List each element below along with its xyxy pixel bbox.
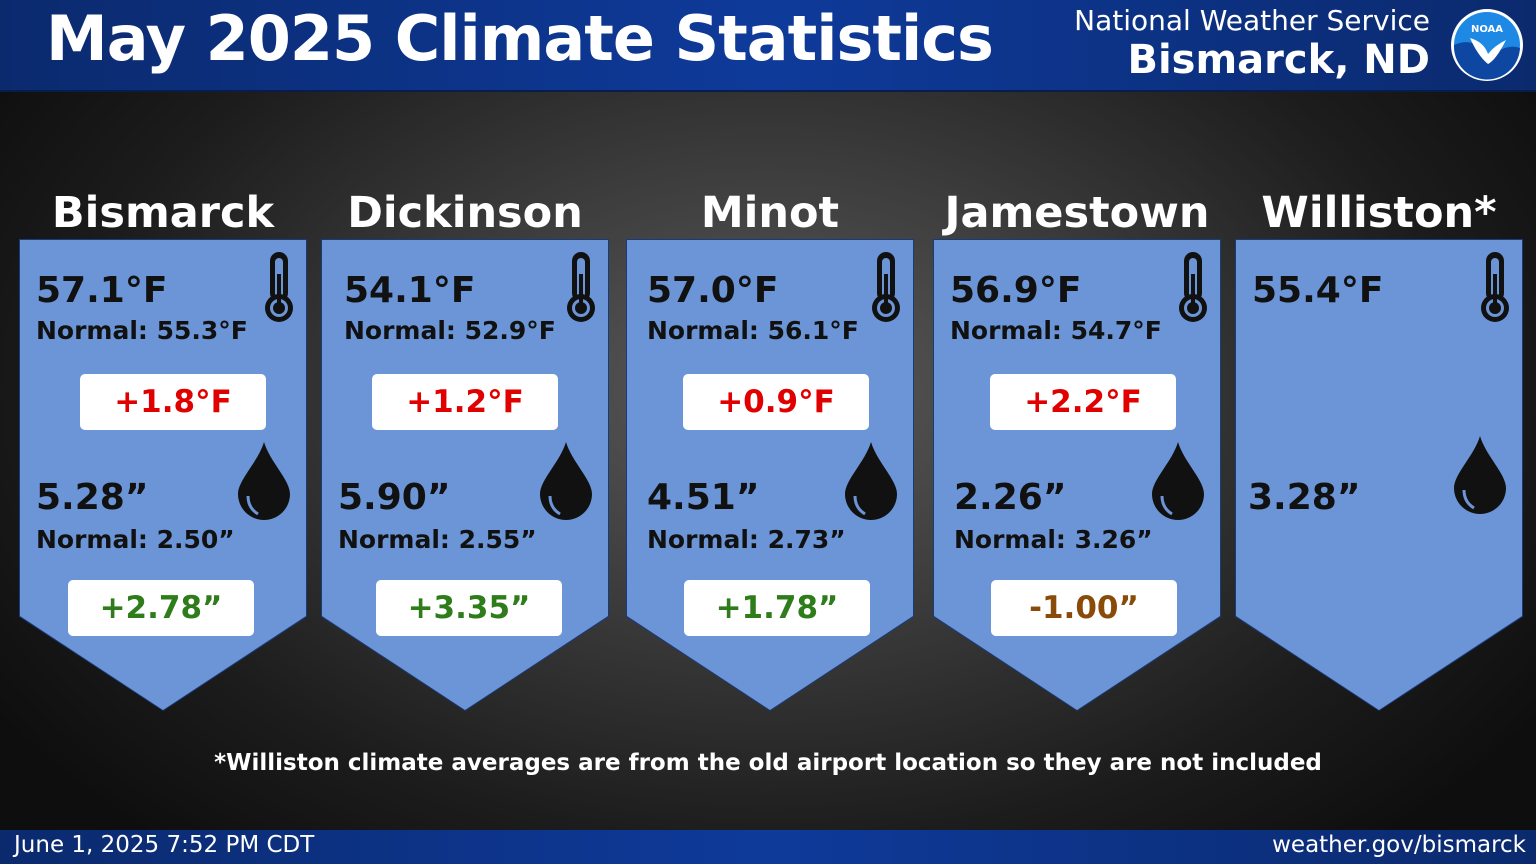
station-panel: 55.4°F 3.28” [1236,240,1522,710]
avg-temp: 54.1°F [344,270,476,311]
precip-normal: Normal: 2.73” [647,525,846,554]
thermometer-icon [567,252,595,322]
total-precip: 5.28” [36,477,149,518]
precip-departure: +3.35” [376,580,562,636]
footnote: *Williston climate averages are from the… [214,750,1322,776]
temp-departure: +2.2°F [990,374,1176,430]
station-bismarck: Bismarck 57.1°F Normal: 55.3°F +1.8°F 5.… [19,188,307,712]
station-panel: 54.1°F Normal: 52.9°F +1.2°F 5.90” Norma… [322,240,608,710]
station-williston: Williston* 55.4°F 3.28” [1235,188,1523,712]
noaa-logo-text: NOAA [1471,24,1503,35]
total-precip: 3.28” [1248,477,1361,518]
precip-normal: Normal: 2.55” [338,525,537,554]
station-panel: 56.9°F Normal: 54.7°F +2.2°F 2.26” Norma… [934,240,1220,710]
temp-normal: Normal: 55.3°F [36,316,248,345]
org-name: National Weather Service [1074,4,1430,37]
water-drop-icon [238,442,290,520]
noaa-logo: NOAA [1451,9,1523,81]
avg-temp: 56.9°F [950,270,1082,311]
station-panel: 57.0°F Normal: 56.1°F +0.9°F 4.51” Norma… [627,240,913,710]
total-precip: 5.90” [338,477,451,518]
city-name: Dickinson [347,188,583,238]
temp-departure: +1.8°F [80,374,266,430]
city-name: Minot [700,188,840,238]
city-name: Williston* [1261,188,1497,238]
header-bar: May 2025 Climate Statistics National Wea… [0,0,1536,92]
station-minot: Minot 57.0°F Normal: 56.1°F +0.9°F 4.51”… [626,188,914,712]
city-name: Jamestown [944,188,1210,238]
office-name: Bismarck, ND [1127,37,1430,83]
avg-temp: 57.0°F [647,270,779,311]
avg-temp: 57.1°F [36,270,168,311]
temp-departure: +0.9°F [683,374,869,430]
water-drop-icon [1454,436,1506,514]
organization: National Weather Service Bismarck, ND [1074,4,1430,82]
footer-bar: June 1, 2025 7:52 PM CDT weather.gov/bis… [0,830,1536,864]
issued-date: June 1, 2025 7:52 PM CDT [14,832,315,858]
station-jamestown: Jamestown 56.9°F Normal: 54.7°F +2.2°F 2… [933,188,1221,712]
temp-normal: Normal: 56.1°F [647,316,859,345]
total-precip: 2.26” [954,477,1067,518]
precip-departure: +1.78” [684,580,870,636]
station-dickinson: Dickinson 54.1°F Normal: 52.9°F +1.2°F 5… [321,188,609,712]
station-panel: 57.1°F Normal: 55.3°F +1.8°F 5.28” Norma… [20,240,306,710]
thermometer-icon [872,252,900,322]
temp-normal: Normal: 52.9°F [344,316,556,345]
water-drop-icon [1152,442,1204,520]
temp-departure: +1.2°F [372,374,558,430]
total-precip: 4.51” [647,477,760,518]
page-title: May 2025 Climate Statistics [46,2,994,75]
thermometer-icon [265,252,293,322]
avg-temp: 55.4°F [1252,270,1384,311]
precip-normal: Normal: 2.50” [36,525,235,554]
water-drop-icon [540,442,592,520]
thermometer-icon [1481,252,1509,322]
city-name: Bismarck [51,188,275,238]
precip-departure: +2.78” [68,580,254,636]
precip-departure: -1.00” [991,580,1177,636]
thermometer-icon [1179,252,1207,322]
precip-normal: Normal: 3.26” [954,525,1153,554]
temp-normal: Normal: 54.7°F [950,316,1162,345]
water-drop-icon [845,442,897,520]
website-link[interactable]: weather.gov/bismarck [1272,832,1526,858]
